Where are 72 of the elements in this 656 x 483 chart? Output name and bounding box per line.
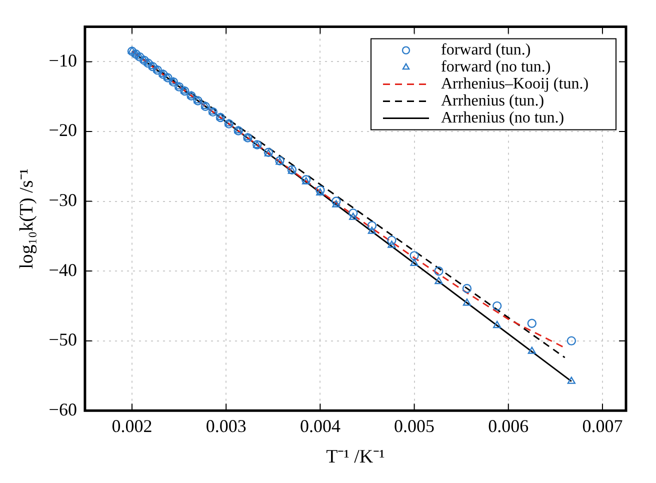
point [201, 102, 210, 109]
y-axis-title: log₁₀k(T) /s⁻¹ [16, 168, 38, 269]
x-tick-label: 0.005 [394, 416, 435, 436]
point [462, 298, 472, 306]
point [316, 185, 325, 195]
point [128, 46, 136, 54]
point [224, 119, 234, 128]
point [140, 56, 149, 65]
point [186, 91, 196, 100]
legend-label: forward (no tun.) [441, 58, 551, 76]
y-tick-label: −60 [48, 399, 77, 420]
legend-label: Arrhenius–Kooij (tun.) [441, 76, 589, 93]
x-tick-label: 0.007 [582, 416, 623, 436]
legend-label: Arrhenius (no tun.) [441, 110, 564, 127]
point [158, 70, 168, 79]
point [158, 70, 168, 77]
point [234, 126, 242, 134]
point [332, 196, 341, 206]
y-tick-label: −30 [48, 190, 77, 210]
point [180, 86, 189, 94]
point [368, 226, 376, 234]
point [127, 46, 137, 56]
x-tick-label: 0.003 [206, 416, 246, 436]
point [174, 82, 184, 92]
point [349, 212, 358, 220]
y-tick-label: −40 [48, 260, 77, 280]
point [410, 258, 418, 266]
point [367, 221, 377, 230]
point [348, 208, 358, 218]
legend-label: Arrhenius (tun.) [441, 92, 544, 110]
point [332, 200, 340, 208]
point [462, 284, 472, 294]
x-tick-label: 0.004 [300, 416, 340, 436]
point [169, 77, 178, 85]
point [224, 119, 233, 126]
point [566, 336, 576, 346]
point [527, 318, 537, 328]
point [131, 49, 140, 59]
point [168, 77, 178, 87]
x-axis-title: T⁻¹ /K⁻¹ [326, 446, 386, 468]
point [234, 126, 243, 136]
point [434, 276, 443, 284]
point [492, 301, 502, 311]
point [567, 376, 576, 384]
point [528, 346, 536, 354]
point [243, 133, 252, 142]
point [193, 96, 202, 106]
point [244, 133, 252, 140]
point [200, 102, 210, 111]
point [388, 240, 396, 248]
point [316, 188, 324, 196]
point [187, 91, 196, 98]
point [410, 251, 419, 260]
point [164, 73, 172, 80]
point [163, 73, 172, 82]
y-tick-label: −10 [48, 50, 77, 70]
x-tick-label: 0.002 [112, 416, 152, 436]
point [194, 96, 202, 104]
x-tick-label: 0.006 [488, 416, 529, 436]
point [174, 82, 184, 90]
point [180, 86, 190, 96]
point [134, 52, 144, 62]
legend-label: forward (tun.) [441, 42, 531, 59]
point [148, 62, 158, 72]
point [148, 62, 157, 70]
point [434, 266, 444, 276]
y-tick-label: −50 [48, 330, 77, 350]
y-tick-label: −20 [48, 120, 77, 140]
point [493, 320, 502, 328]
point [302, 177, 310, 184]
point [387, 236, 396, 245]
point [301, 175, 311, 184]
